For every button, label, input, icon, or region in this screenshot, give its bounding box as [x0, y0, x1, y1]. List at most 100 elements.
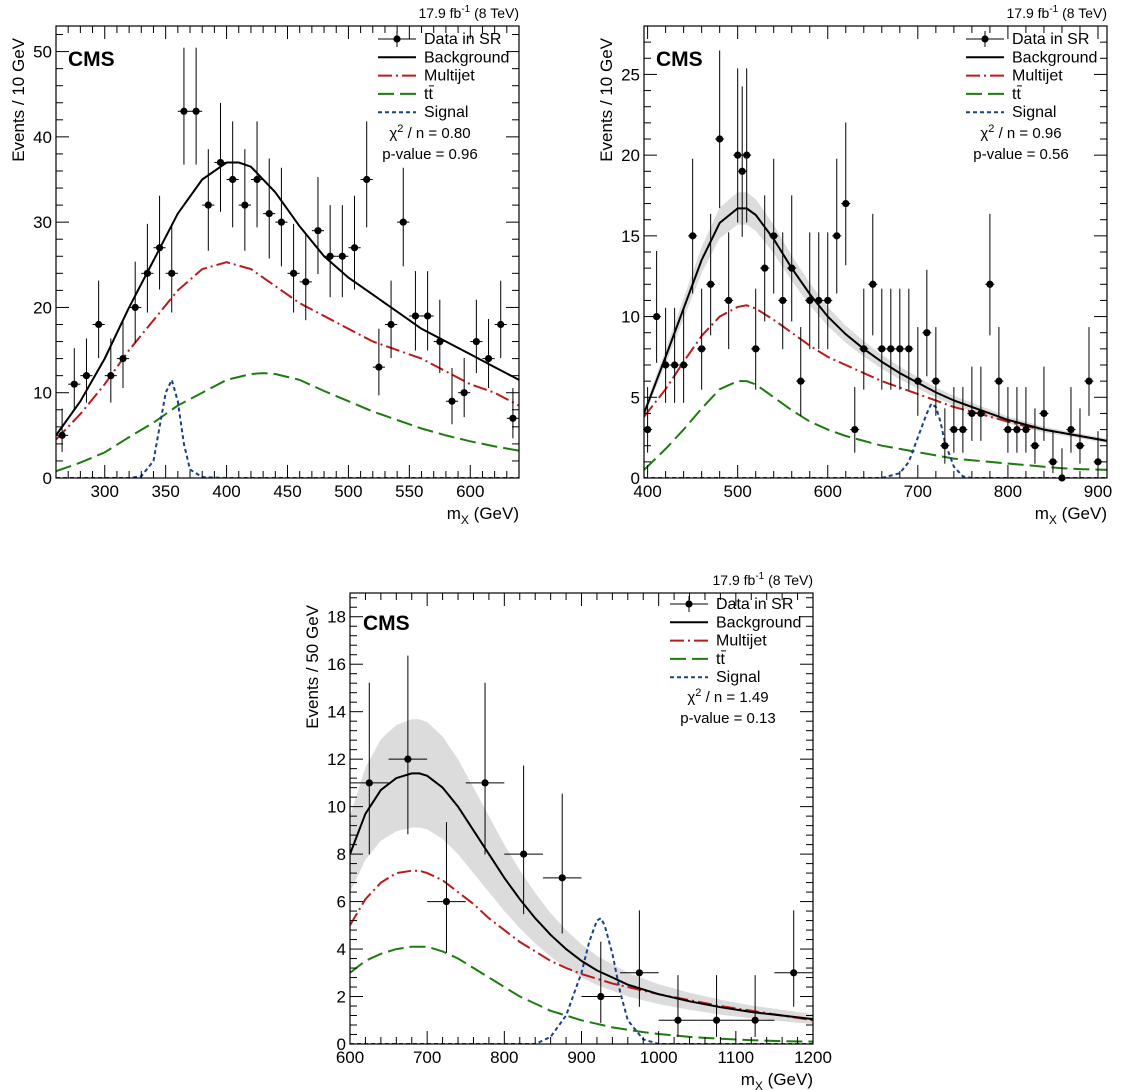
data-point: [465, 682, 505, 855]
y-tick-label: 8: [337, 845, 346, 864]
data-point: [287, 223, 300, 313]
chi2-ndf-label: χ2 / n = 1.49: [687, 687, 768, 706]
data-point: [238, 149, 251, 251]
data-marker: [131, 303, 139, 312]
data-marker: [363, 175, 371, 184]
data-point: [985, 213, 995, 336]
experiment-label: CMS: [363, 612, 410, 635]
data-marker: [977, 409, 985, 418]
data-point: [751, 288, 761, 390]
y-tick-label: 6: [337, 893, 346, 912]
data-marker: [887, 345, 895, 353]
data-point: [658, 975, 698, 1037]
legend-label-background: Background: [1012, 49, 1097, 66]
data-point: [832, 158, 842, 294]
data-marker: [950, 425, 958, 434]
y-tick-label: 18: [327, 608, 346, 627]
data-marker: [751, 1016, 759, 1024]
data-points: [350, 655, 813, 1037]
data-point: [360, 121, 373, 228]
data-point: [697, 288, 707, 390]
data-marker: [797, 377, 805, 385]
x-axis-title-sub: X: [755, 1079, 763, 1090]
y-axis: 0 10 20 30 40 50: [33, 34, 519, 488]
data-marker: [497, 320, 505, 329]
data-point: [742, 68, 752, 223]
data-marker: [241, 201, 249, 209]
y-tick-label: 10: [327, 798, 346, 817]
data-point: [958, 387, 968, 453]
data-point: [859, 288, 869, 390]
multijet-curve: [644, 304, 1107, 442]
plot-panel-mx-high: 600 700 800 900 1000 1100 1200 0 2 4 6 8 10 12 14 16 18 E…: [303, 571, 832, 1090]
data-marker: [968, 409, 976, 418]
data-point: [769, 158, 779, 294]
data-point: [397, 167, 410, 267]
data-marker: [932, 377, 940, 385]
x-tick-label: 400: [633, 482, 661, 501]
y-tick-label: 0: [631, 469, 640, 488]
data-marker: [180, 107, 188, 115]
data-point: [1066, 387, 1076, 453]
data-point: [778, 232, 788, 350]
data-point: [787, 195, 797, 322]
data-marker: [761, 264, 769, 272]
data-marker: [365, 779, 373, 787]
data-marker: [1013, 425, 1021, 434]
data-point: [1012, 387, 1022, 453]
data-marker: [460, 389, 468, 397]
chi2-value: / n = 0.80: [403, 125, 470, 142]
data-marker: [95, 320, 103, 329]
chi2-exponent: 2: [988, 123, 994, 135]
data-point: [482, 319, 495, 388]
data-point: [458, 358, 471, 418]
data-point: [931, 327, 941, 416]
background-curve: [56, 161, 519, 436]
data-point: [250, 121, 264, 228]
signal-curve: [644, 402, 1107, 478]
data-point: [177, 47, 191, 165]
plot-panel-mx-mid: 400 500 600 700 800 900 0 5 10 15 20 25 Events / 10 …: [597, 4, 1112, 527]
data-point: [202, 149, 215, 251]
data-marker: [712, 1016, 721, 1024]
y-tick-label: 30: [33, 213, 52, 232]
legend-label-ttbar: tt: [716, 651, 725, 668]
lumi-value: 17.9 fb: [1007, 5, 1050, 21]
data-point: [670, 307, 680, 403]
experiment-label: CMS: [68, 48, 115, 71]
data-marker: [680, 361, 688, 369]
lumi-unit-exponent: -1: [1049, 4, 1058, 15]
data-marker: [1031, 442, 1039, 450]
chi2-symbol: χ: [980, 125, 988, 142]
p-value-label: p-value = 0.13: [680, 710, 776, 727]
data-marker: [424, 312, 432, 320]
y-tick-label: 20: [621, 146, 640, 165]
chi2-symbol: χ: [687, 689, 695, 706]
data-marker: [216, 158, 225, 167]
p-value-label: p-value = 0.96: [382, 146, 478, 163]
data-point: [805, 232, 815, 350]
ttbar-curve: [350, 945, 813, 1043]
data-point: [1030, 408, 1040, 464]
x-tick-label: 300: [91, 482, 119, 501]
data-point: [733, 68, 743, 223]
x-tick-label: 1100: [718, 1048, 755, 1067]
data-point: [263, 158, 276, 259]
data-marker: [520, 850, 528, 858]
data-point: [80, 338, 93, 403]
data-marker: [716, 135, 724, 143]
x-axis-title-unit: (GeV): [469, 504, 519, 523]
x-tick-label: 450: [273, 482, 301, 501]
y-tick-label: 10: [33, 384, 52, 403]
data-marker: [878, 345, 886, 353]
data-point: [841, 122, 851, 266]
data-marker: [302, 278, 310, 286]
data-marker: [375, 363, 383, 371]
lumi-value: 17.9 fb: [419, 5, 462, 21]
data-point: [504, 765, 543, 915]
data-marker: [995, 377, 1003, 385]
data-marker: [959, 425, 967, 434]
data-point: [226, 121, 239, 228]
y-axis-title: Events / 10 GeV: [597, 37, 616, 161]
data-marker: [842, 199, 850, 208]
